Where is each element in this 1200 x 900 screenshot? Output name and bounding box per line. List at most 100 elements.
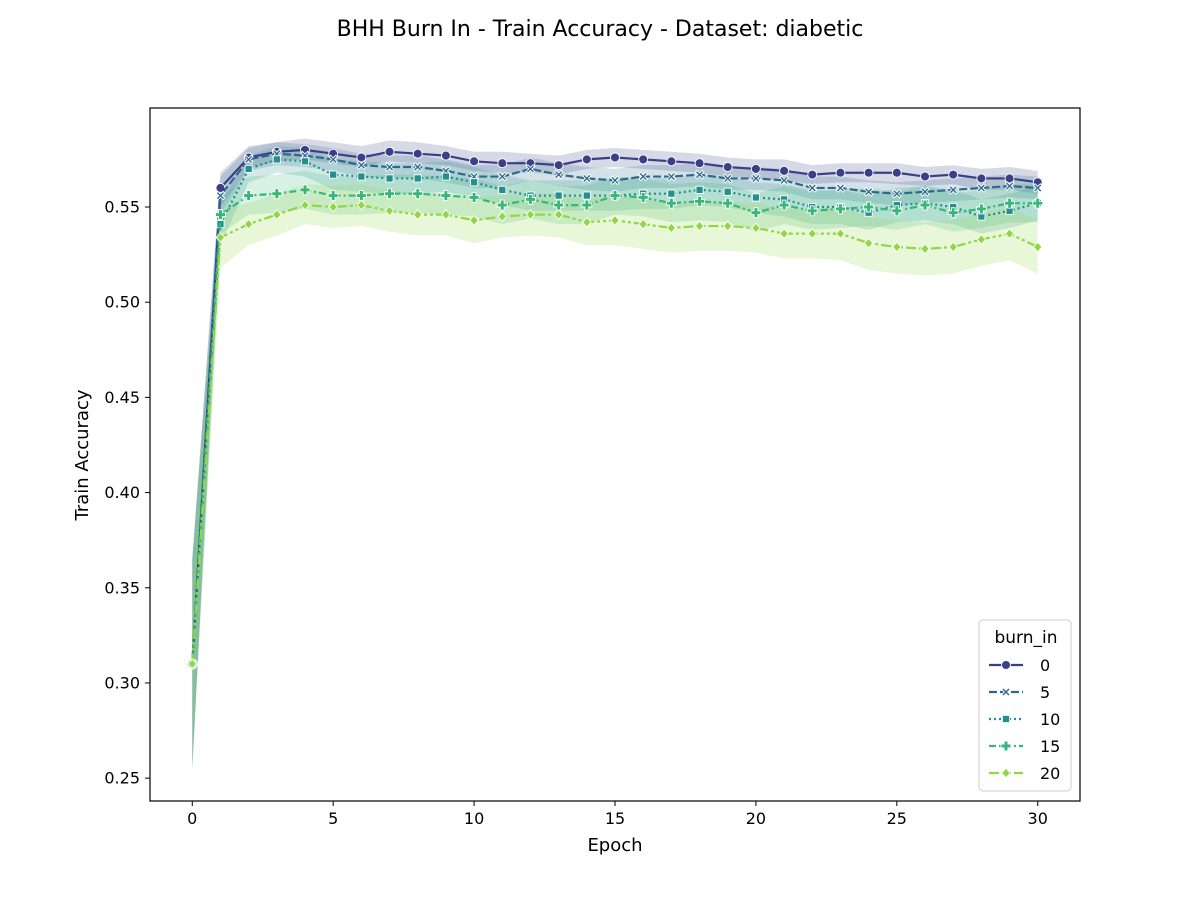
data-point-0-15 [610,152,620,163]
legend-label-20: 20 [1040,764,1060,783]
data-point-15-18 [694,195,705,207]
x-tick-label: 0 [187,809,197,828]
data-point-0-18 [694,158,705,169]
data-point-10-8 [413,174,422,183]
x-tick-label: 5 [328,809,338,828]
data-point-0-19 [722,162,733,172]
data-point-20-3 [272,209,282,221]
x-axis: 0 5 10 15 20 25 30 [187,801,1048,828]
legend-label-5: 5 [1040,683,1050,702]
data-point-0-1 [215,183,226,193]
data-point-20-6 [356,199,367,211]
data-point-15-29 [1004,197,1015,209]
data-point-15-23 [835,203,846,215]
data-point-10-5 [329,170,338,179]
data-point-20-18 [694,220,705,232]
data-point-15-17 [665,197,677,209]
data-point-20-4 [300,199,310,211]
data-point-0-28 [976,173,987,184]
data-point-10-4 [300,157,310,166]
y-tick-label: 0.55 [104,198,140,217]
legend-marker-15 [1000,740,1012,752]
data-point-20-12 [525,209,536,221]
data-point-15-14 [581,199,593,211]
legend-marker-20 [1001,767,1011,779]
data-point-15-5 [327,190,339,202]
legend-label-10: 10 [1040,710,1060,729]
data-point-5-16 [638,171,649,182]
data-point-15-20 [750,207,762,219]
data-point-5-21 [779,175,789,186]
x-tick-label: 30 [1028,809,1048,828]
data-point-5-30 [1032,183,1043,193]
data-point-5-14 [581,173,592,184]
data-point-15-1 [215,209,226,221]
y-tick-label: 0.50 [104,293,140,312]
data-point-10-3 [272,155,281,164]
data-point-15-24 [863,201,875,213]
data-point-15-8 [412,188,424,200]
data-point-20-11 [497,211,508,223]
data-point-10-2 [244,164,253,173]
legend-label-15: 15 [1040,737,1060,756]
data-point-0-14 [581,154,592,165]
data-point-20-17 [666,222,677,234]
data-point-0-16 [638,154,649,165]
data-point-15-12 [525,193,536,205]
data-point-5-11 [497,171,508,182]
data-point-5-18 [694,169,705,180]
data-point-20-0 [187,658,198,670]
data-point-0-9 [440,150,451,161]
data-point-20-19 [722,220,733,232]
data-point-15-30 [1032,197,1044,209]
data-point-15-6 [355,190,367,202]
data-point-0-13 [553,160,564,171]
data-point-5-12 [525,164,536,174]
data-point-20-15 [610,214,620,226]
y-tick-label: 0.35 [104,578,140,597]
data-point-10-9 [441,172,450,181]
data-point-10-18 [695,185,704,194]
data-point-20-23 [835,228,846,240]
data-point-15-26 [919,199,931,211]
data-point-5-6 [356,160,367,170]
data-point-0-7 [384,146,395,157]
data-point-20-8 [412,209,423,221]
data-point-20-30 [1032,241,1043,253]
data-point-0-11 [497,158,508,169]
data-point-15-7 [384,188,395,200]
data-point-5-2 [243,154,254,165]
data-point-20-24 [863,237,874,249]
data-point-20-9 [441,209,451,221]
data-point-15-25 [891,205,903,217]
data-point-15-21 [778,199,790,211]
data-point-5-29 [1004,181,1015,191]
data-point-0-21 [779,165,790,176]
data-point-20-5 [328,201,338,213]
chart-title: BHH Burn In - Train Accuracy - Dataset: … [337,17,864,42]
plot-area [186,138,1044,769]
data-point-5-22 [807,183,818,193]
data-point-15-10 [468,192,480,203]
data-point-5-20 [751,173,761,184]
x-tick-label: 25 [887,809,907,828]
data-point-0-27 [948,169,959,180]
x-tick-label: 15 [605,809,625,828]
data-point-0-26 [920,171,930,182]
data-point-5-23 [835,183,846,193]
data-point-5-5 [328,154,339,165]
data-point-15-9 [440,190,452,202]
data-point-15-3 [271,188,283,200]
data-point-5-25 [891,188,902,199]
data-point-5-8 [412,162,423,172]
data-point-15-2 [243,190,255,202]
data-point-0-25 [891,167,902,178]
data-point-0-24 [863,167,874,178]
data-point-0-22 [807,169,818,180]
y-axis: 0.25 0.30 0.35 0.40 0.45 0.50 0.55 [104,198,150,788]
y-tick-label: 0.45 [104,388,140,407]
data-point-5-19 [722,173,733,184]
legend-title: burn_in [994,628,1057,648]
legend: burn_in 0 5 10 15 20 [978,619,1072,792]
